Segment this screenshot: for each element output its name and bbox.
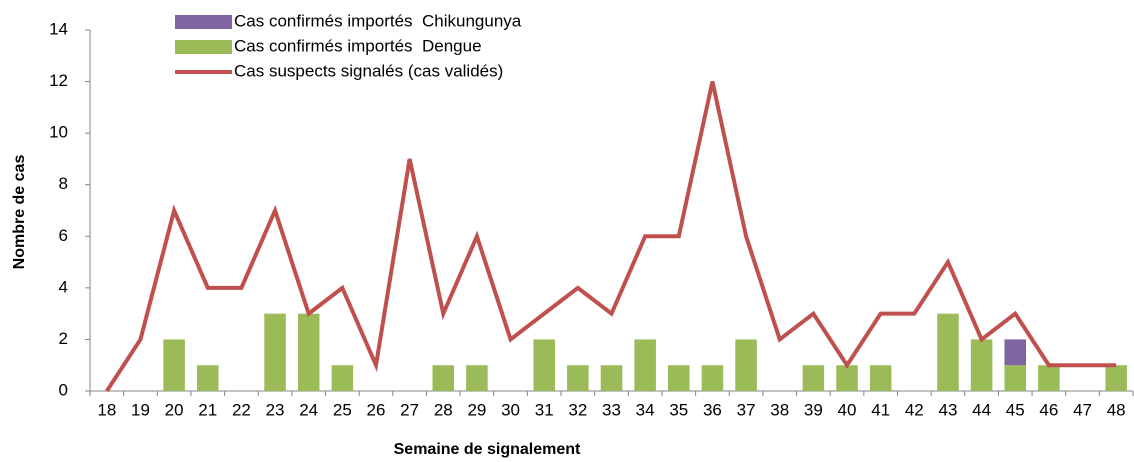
x-tick-label: 46 bbox=[1039, 400, 1058, 419]
x-axis-label: Semaine de signalement bbox=[394, 441, 581, 458]
x-tick-label: 23 bbox=[266, 400, 285, 419]
y-tick-label: 8 bbox=[59, 174, 68, 193]
legend-label: Cas suspects signalés (cas validés) bbox=[234, 61, 503, 80]
bar bbox=[735, 339, 757, 391]
x-tick-label: 30 bbox=[501, 400, 520, 419]
x-tick-label: 31 bbox=[535, 400, 554, 419]
x-tick-label: 48 bbox=[1107, 400, 1126, 419]
bar bbox=[567, 365, 589, 391]
x-tick-label: 32 bbox=[568, 400, 587, 419]
x-tick-label: 43 bbox=[938, 400, 957, 419]
bar bbox=[331, 365, 354, 391]
bar bbox=[970, 339, 993, 391]
x-tick-label: 39 bbox=[804, 400, 823, 419]
x-tick-label: 21 bbox=[198, 400, 217, 419]
legend-swatch bbox=[175, 40, 232, 54]
x-tick-label: 26 bbox=[367, 400, 386, 419]
bar bbox=[836, 365, 858, 391]
bar bbox=[1004, 339, 1027, 366]
bar bbox=[668, 365, 690, 391]
bar bbox=[1004, 365, 1027, 391]
legend-label: Cas confirmés importés Chikungunya bbox=[234, 11, 522, 30]
bar bbox=[163, 339, 185, 391]
line bbox=[105, 81, 1117, 393]
bar bbox=[533, 339, 555, 391]
y-tick-label: 12 bbox=[49, 71, 68, 90]
x-tick-label: 24 bbox=[299, 400, 318, 419]
x-tick-label: 36 bbox=[703, 400, 722, 419]
x-tick-label: 40 bbox=[838, 400, 857, 419]
y-axis-label: Nombre de cas bbox=[11, 155, 28, 270]
x-tick-label: 37 bbox=[737, 400, 756, 419]
x-tick-label: 20 bbox=[165, 400, 184, 419]
y-tick-label: 2 bbox=[59, 329, 68, 348]
bar bbox=[937, 313, 959, 391]
y-tick-label: 6 bbox=[59, 226, 68, 245]
legend-label: Cas confirmés importés Dengue bbox=[234, 36, 482, 55]
bar bbox=[297, 313, 320, 391]
y-tick-label: 10 bbox=[49, 123, 68, 142]
bar bbox=[869, 365, 892, 391]
bar bbox=[1038, 365, 1060, 391]
x-tick-label: 44 bbox=[972, 400, 991, 419]
y-tick-label: 0 bbox=[59, 380, 68, 399]
y-tick-label: 14 bbox=[49, 19, 68, 38]
x-tick-label: 28 bbox=[434, 400, 453, 419]
bar bbox=[634, 339, 656, 391]
bar bbox=[600, 365, 623, 391]
bar bbox=[466, 365, 488, 391]
x-tick-label: 35 bbox=[669, 400, 688, 419]
x-tick-label: 34 bbox=[636, 400, 655, 419]
bar bbox=[196, 365, 219, 391]
x-tick-label: 42 bbox=[905, 400, 924, 419]
x-tick-label: 47 bbox=[1073, 400, 1092, 419]
bar bbox=[701, 365, 724, 391]
y-tick-label: 4 bbox=[59, 277, 68, 296]
x-tick-label: 22 bbox=[232, 400, 251, 419]
x-tick-label: 19 bbox=[131, 400, 150, 419]
bar bbox=[264, 313, 286, 391]
x-tick-label: 45 bbox=[1006, 400, 1025, 419]
bar bbox=[802, 365, 825, 391]
legend-swatch bbox=[175, 15, 232, 29]
x-tick-label: 27 bbox=[400, 400, 419, 419]
x-tick-label: 29 bbox=[467, 400, 486, 419]
x-tick-label: 33 bbox=[602, 400, 621, 419]
bar bbox=[432, 365, 455, 391]
x-tick-label: 25 bbox=[333, 400, 352, 419]
bar bbox=[1105, 365, 1127, 391]
x-tick-label: 38 bbox=[770, 400, 789, 419]
x-tick-label: 41 bbox=[871, 400, 890, 419]
x-tick-label: 18 bbox=[97, 400, 116, 419]
